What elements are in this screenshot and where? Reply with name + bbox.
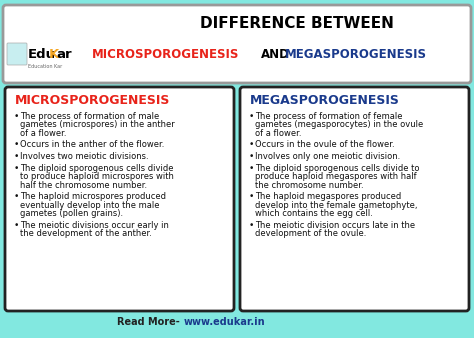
Text: of a flower.: of a flower. xyxy=(255,128,301,138)
Text: The process of formation of male: The process of formation of male xyxy=(20,112,159,121)
Text: The haploid microspores produced: The haploid microspores produced xyxy=(20,192,166,201)
Text: AND: AND xyxy=(261,48,290,61)
Text: DIFFERENCE BETWEEN: DIFFERENCE BETWEEN xyxy=(200,16,394,30)
Text: Edu: Edu xyxy=(28,48,56,61)
Text: gametes (megasporocytes) in the ovule: gametes (megasporocytes) in the ovule xyxy=(255,120,423,129)
Text: •: • xyxy=(14,192,19,201)
Text: The process of formation of female: The process of formation of female xyxy=(255,112,402,121)
Text: half the chromosome number.: half the chromosome number. xyxy=(20,180,147,190)
Text: Education Kar: Education Kar xyxy=(28,64,62,69)
Text: Occurs in the anther of the flower.: Occurs in the anther of the flower. xyxy=(20,140,164,149)
Text: The meiotic divisions occur early in: The meiotic divisions occur early in xyxy=(20,221,169,230)
Text: of a flower.: of a flower. xyxy=(20,128,66,138)
Text: Read More-: Read More- xyxy=(117,317,183,327)
Text: which contains the egg cell.: which contains the egg cell. xyxy=(255,209,373,218)
Text: K: K xyxy=(49,48,59,61)
FancyBboxPatch shape xyxy=(3,5,471,83)
Text: •: • xyxy=(14,164,19,173)
Text: •: • xyxy=(249,192,255,201)
Text: The diploid sporogenous cells divide: The diploid sporogenous cells divide xyxy=(20,164,173,173)
Text: MICROSPOROGENESIS: MICROSPOROGENESIS xyxy=(15,94,170,106)
Text: gametes (pollen grains).: gametes (pollen grains). xyxy=(20,209,123,218)
Text: develop into the female gametophyte,: develop into the female gametophyte, xyxy=(255,201,418,210)
FancyBboxPatch shape xyxy=(7,43,27,65)
Text: the chromosome number.: the chromosome number. xyxy=(255,180,364,190)
Text: •: • xyxy=(249,112,255,121)
Text: •: • xyxy=(14,221,19,230)
Text: www.edukar.in: www.edukar.in xyxy=(184,317,265,327)
Text: •: • xyxy=(14,152,19,161)
Text: The haploid megaspores produced: The haploid megaspores produced xyxy=(255,192,401,201)
Text: Occurs in the ovule of the flower.: Occurs in the ovule of the flower. xyxy=(255,140,395,149)
Text: MEGASPOROGENESIS: MEGASPOROGENESIS xyxy=(285,48,427,61)
Text: Involves two meiotic divisions.: Involves two meiotic divisions. xyxy=(20,152,149,161)
Text: to produce haploid microspores with: to produce haploid microspores with xyxy=(20,172,174,181)
Text: The diploid sporogenous cells divide to: The diploid sporogenous cells divide to xyxy=(255,164,419,173)
Text: •: • xyxy=(249,164,255,173)
Text: gametes (microspores) in the anther: gametes (microspores) in the anther xyxy=(20,120,175,129)
FancyBboxPatch shape xyxy=(5,87,234,311)
Text: Involves only one meiotic division.: Involves only one meiotic division. xyxy=(255,152,400,161)
Text: produce haploid megaspores with half: produce haploid megaspores with half xyxy=(255,172,417,181)
FancyBboxPatch shape xyxy=(240,87,469,311)
Text: •: • xyxy=(14,140,19,149)
Text: •: • xyxy=(249,152,255,161)
Text: the development of the anther.: the development of the anther. xyxy=(20,229,152,238)
Text: •: • xyxy=(249,140,255,149)
Text: •: • xyxy=(249,221,255,230)
Text: MICROSPOROGENESIS: MICROSPOROGENESIS xyxy=(92,48,239,61)
Text: •: • xyxy=(14,112,19,121)
Text: ar: ar xyxy=(56,48,72,61)
Text: MEGASPOROGENESIS: MEGASPOROGENESIS xyxy=(250,94,400,106)
Text: development of the ovule.: development of the ovule. xyxy=(255,229,366,238)
Text: eventually develop into the male: eventually develop into the male xyxy=(20,201,159,210)
Text: The meiotic division occurs late in the: The meiotic division occurs late in the xyxy=(255,221,415,230)
